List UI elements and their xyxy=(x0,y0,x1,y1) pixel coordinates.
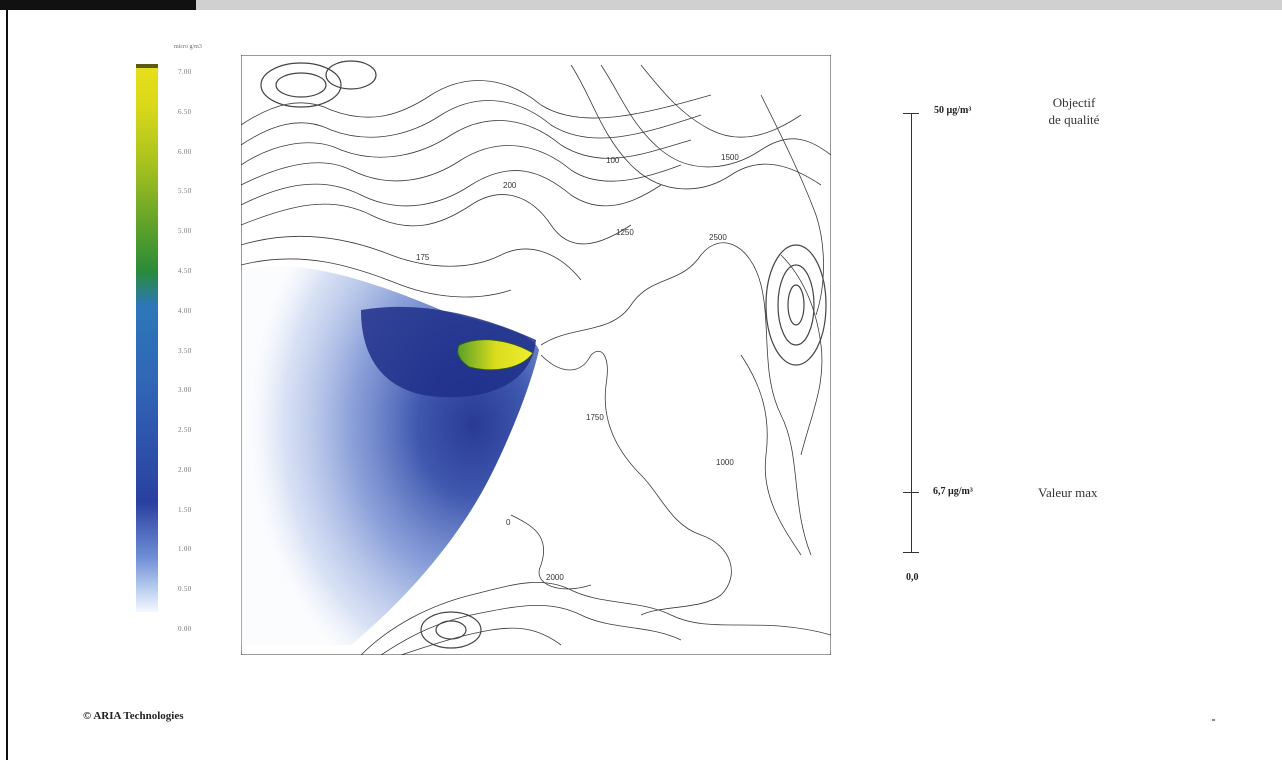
legend-tick-label: 4.50 xyxy=(178,267,191,275)
quality-objective-value: 50 µg/m³ xyxy=(934,105,971,116)
legend-tick-label: 5.00 xyxy=(178,227,191,235)
contour-label: 1750 xyxy=(586,413,604,422)
tick-quality-objective xyxy=(903,113,919,114)
contour-label: 2000 xyxy=(546,573,564,582)
quality-objective-line2: de qualité xyxy=(1022,111,1126,128)
legend-tick-label: 3.00 xyxy=(178,386,191,394)
copyright-credit: © ARIA Technologies xyxy=(83,710,184,722)
max-value: 6,7 µg/m³ xyxy=(933,486,973,497)
tick-zero xyxy=(903,552,919,553)
contour-label: 175 xyxy=(416,253,430,262)
quality-objective-line1: Objectif xyxy=(1022,94,1126,111)
speck xyxy=(1212,719,1215,721)
legend-tick-label: 1.50 xyxy=(178,506,191,514)
concentration-map: 200 175 100 0 1750 2000 2500 1250 1000 1… xyxy=(241,55,831,655)
zero-value: 0,0 xyxy=(906,572,919,583)
color-scale-cap xyxy=(136,64,158,68)
reference-scale-axis xyxy=(911,113,912,553)
legend-tick-label: 7.00 xyxy=(178,68,191,76)
legend-unit: micro g/m3 xyxy=(174,44,202,50)
legend-tick-label: 4.00 xyxy=(178,307,191,315)
color-scale-bar xyxy=(136,64,158,612)
legend-tick-label: 6.00 xyxy=(178,148,191,156)
legend-tick-label: 3.50 xyxy=(178,347,191,355)
quality-objective-label: Objectif de qualité xyxy=(1022,94,1126,128)
contour-label: 1250 xyxy=(616,228,634,237)
legend-tick-label: 1.00 xyxy=(178,545,191,553)
legend-tick-label: 2.50 xyxy=(178,426,191,434)
map-svg: 200 175 100 0 1750 2000 2500 1250 1000 1… xyxy=(241,55,831,655)
legend-tick-label: 0.50 xyxy=(178,585,191,593)
contour-label: 100 xyxy=(606,156,620,165)
top-border xyxy=(0,0,1282,10)
top-border-dark-segment xyxy=(0,0,196,10)
tick-max-value xyxy=(903,492,919,493)
legend-tick-label: 0.00 xyxy=(178,625,191,633)
legend-tick-label: 2.00 xyxy=(178,466,191,474)
contour-label: 0 xyxy=(506,518,511,527)
left-border xyxy=(6,10,8,760)
contour-label: 1500 xyxy=(721,153,739,162)
contour-label: 1000 xyxy=(716,458,734,467)
max-value-label: Valeur max xyxy=(1038,484,1098,501)
legend-tick-label: 5.50 xyxy=(178,187,191,195)
contour-label: 200 xyxy=(503,181,517,190)
legend-tick-label: 6.50 xyxy=(178,108,191,116)
contour-label: 2500 xyxy=(709,233,727,242)
